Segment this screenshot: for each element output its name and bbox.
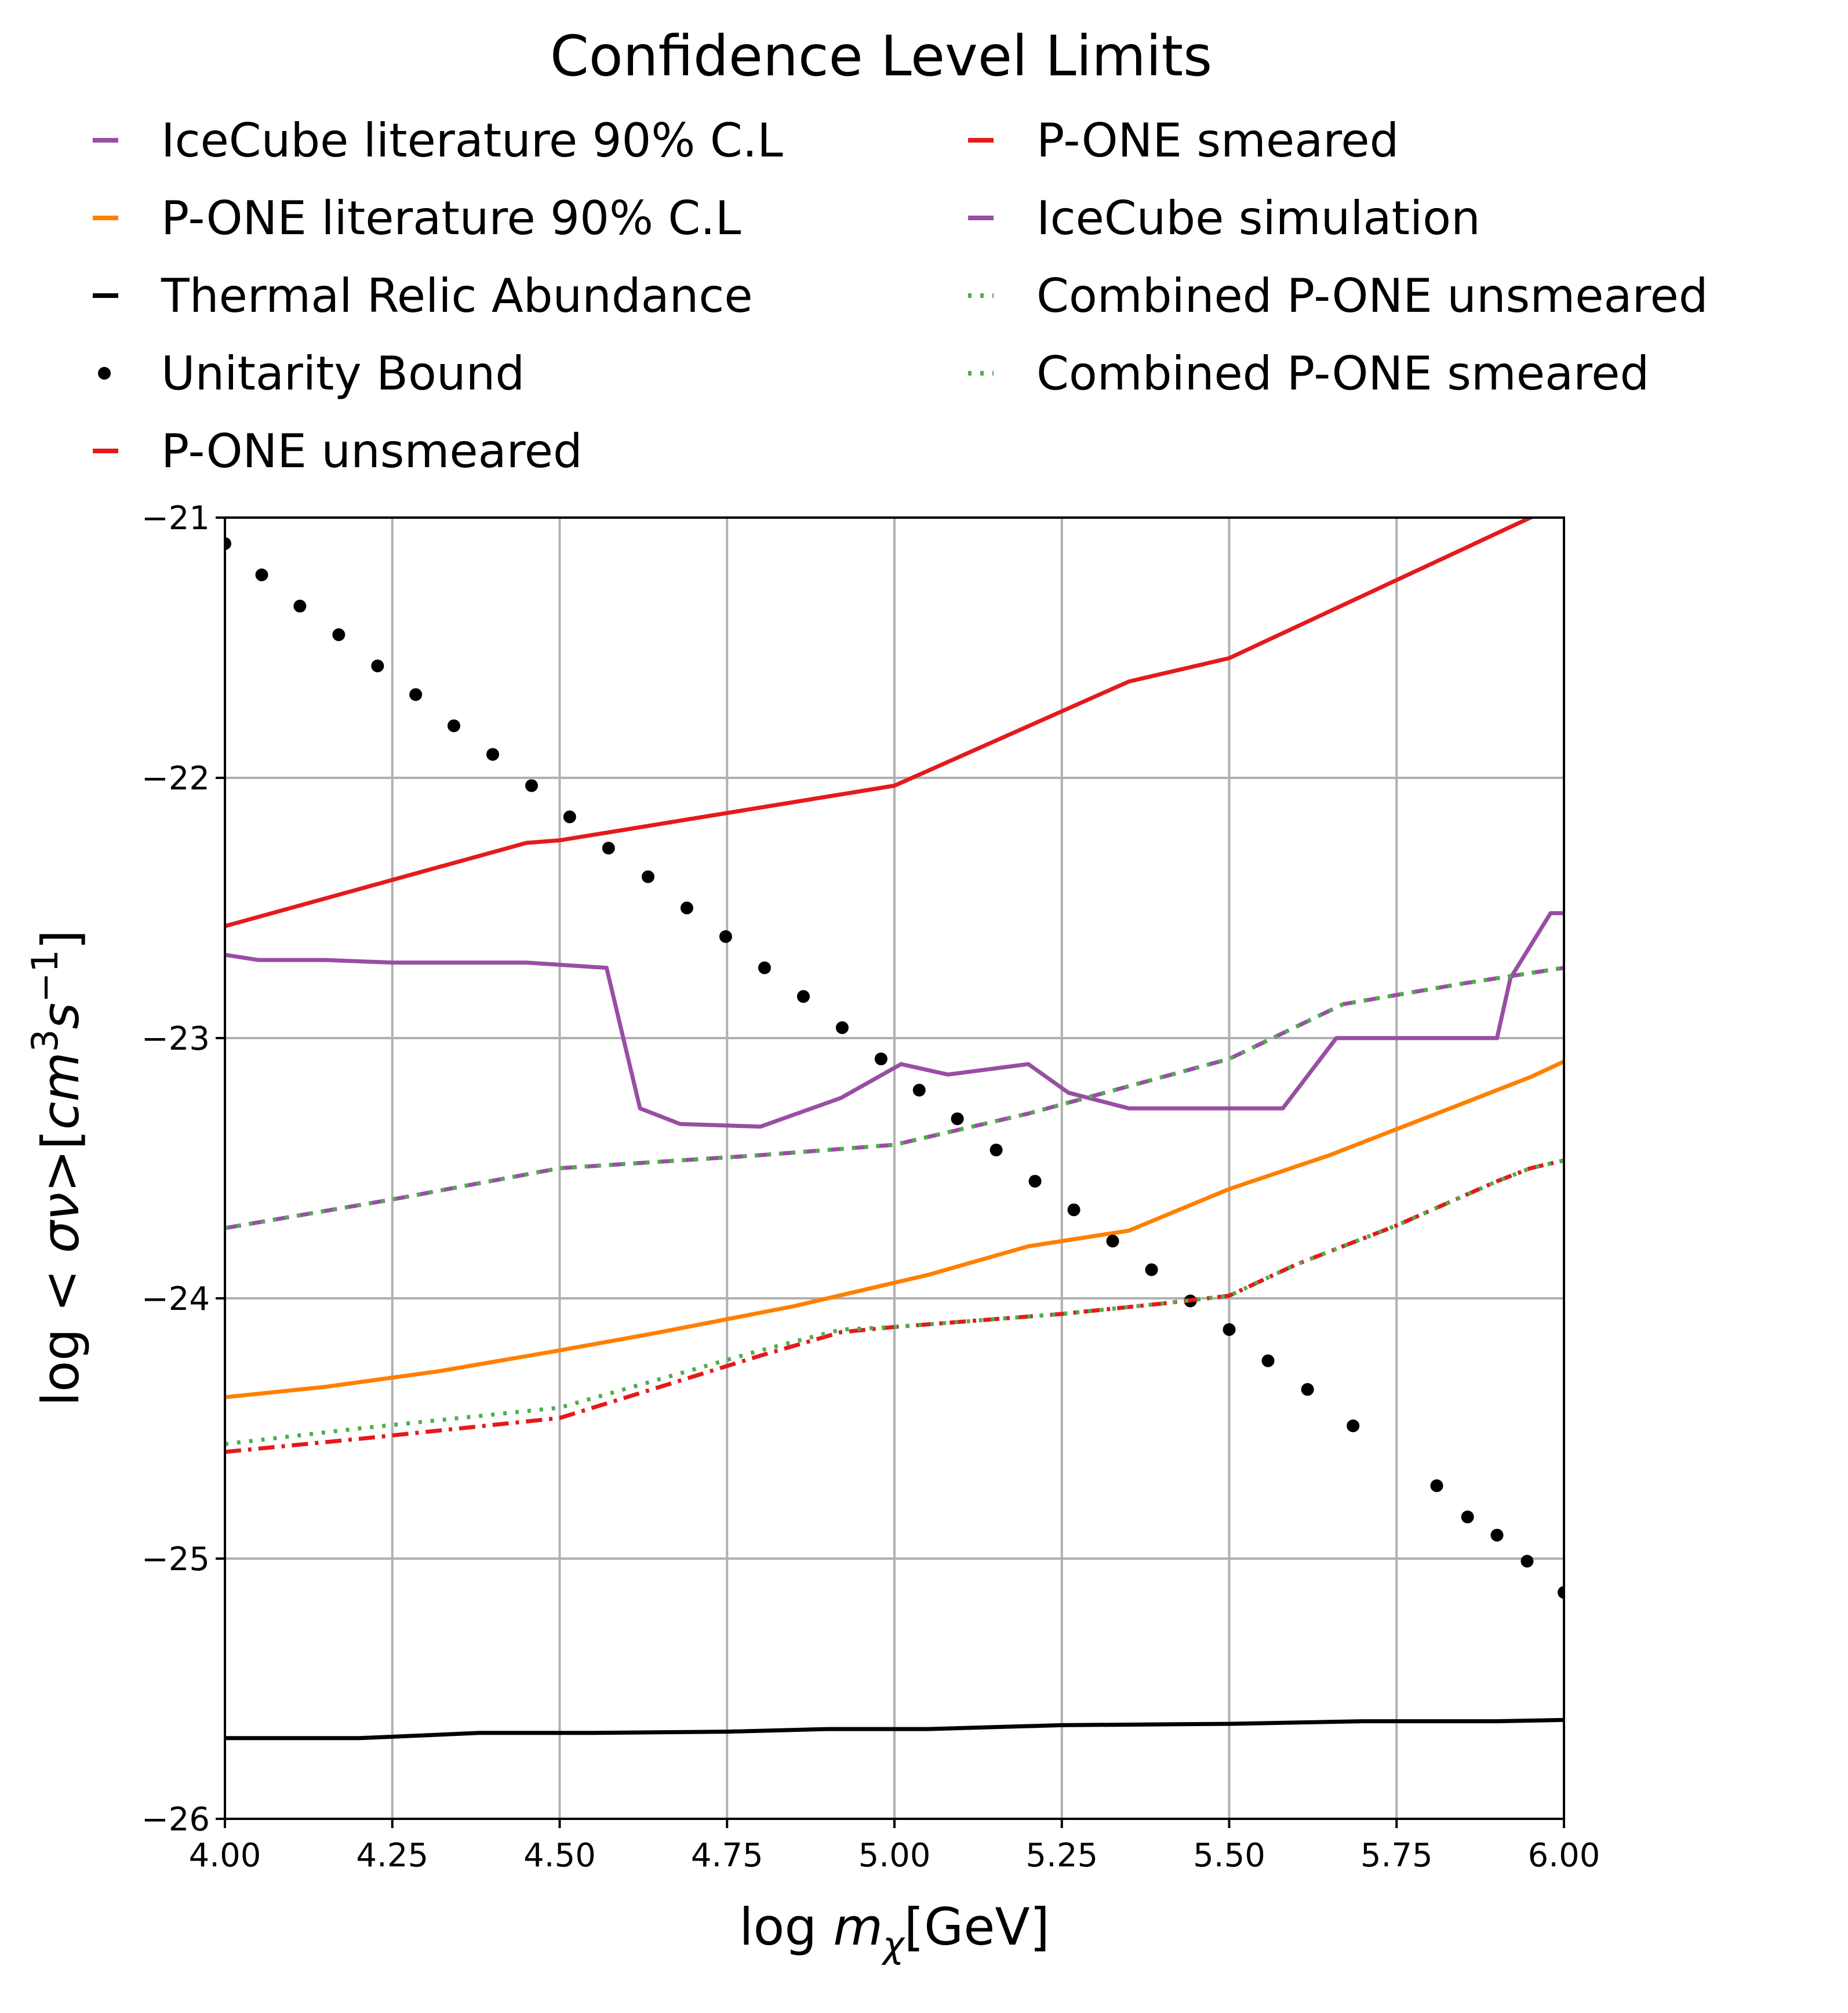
- data-point: [602, 842, 615, 855]
- series-line-2: [225, 1060, 1564, 1400]
- data-point: [1430, 1479, 1443, 1493]
- legend: IceCube literature 90% C.L P-ONE literatu…: [93, 114, 1708, 478]
- y-axis-label: log < σν>[cm3s−1]: [24, 930, 90, 1406]
- x-tick-label: 5.25: [1025, 1837, 1098, 1874]
- y-tick-label: −25: [141, 1541, 210, 1578]
- data-point: [563, 810, 576, 824]
- data-point: [874, 1052, 887, 1065]
- data-point: [951, 1112, 964, 1126]
- data-point: [332, 628, 345, 642]
- data-point: [448, 719, 461, 733]
- series-group: [225, 518, 1564, 1741]
- x-tick-label: 5.75: [1360, 1837, 1433, 1874]
- data-point: [255, 568, 268, 581]
- legend-label: P-ONE unsmeared: [161, 424, 583, 478]
- x-tick-label: 5.50: [1193, 1837, 1265, 1874]
- series-line-3: [225, 1717, 1564, 1741]
- data-point: [1028, 1174, 1042, 1188]
- data-point: [1067, 1203, 1081, 1217]
- y-tick-label: −22: [141, 760, 210, 798]
- legend-entry: P-ONE smeared: [968, 114, 1399, 168]
- data-point: [1520, 1555, 1534, 1568]
- data-point: [990, 1144, 1003, 1157]
- legend-label: P-ONE smeared: [1036, 114, 1399, 168]
- data-point: [1558, 1586, 1564, 1599]
- y-tick-label: −24: [141, 1280, 210, 1318]
- x-tick-label: 6.00: [1528, 1837, 1600, 1874]
- legend-entry: P-ONE literature 90% C.L: [93, 191, 741, 245]
- legend-entry: IceCube literature 90% C.L: [93, 114, 783, 168]
- chart-title: Confidence Level Limits: [550, 24, 1212, 89]
- y-ticks: −21 −22 −23 −24 −25 −26: [141, 500, 225, 1839]
- data-point: [525, 779, 538, 792]
- data-point: [1261, 1354, 1275, 1367]
- series-line-1: [225, 911, 1564, 1129]
- data-point: [1223, 1323, 1236, 1336]
- x-tick-label: 4.25: [356, 1837, 428, 1874]
- data-point: [409, 688, 423, 701]
- legend-label: Combined P-ONE smeared: [1036, 347, 1649, 401]
- legend-label: Unitarity Bound: [161, 347, 525, 401]
- y-tick-label: −23: [141, 1020, 210, 1058]
- series-line-5: [225, 1158, 1564, 1454]
- data-point: [1461, 1510, 1474, 1524]
- x-tick-label: 4.50: [523, 1837, 596, 1874]
- data-point: [293, 599, 307, 613]
- legend-label: Combined P-ONE unsmeared: [1036, 269, 1708, 323]
- data-point: [1145, 1263, 1158, 1276]
- legend-entry: Combined P-ONE unsmeared: [968, 269, 1708, 323]
- legend-label: Thermal Relic Abundance: [161, 269, 753, 323]
- legend-label: IceCube simulation: [1036, 191, 1480, 245]
- data-point: [1490, 1528, 1504, 1542]
- data-point: [486, 748, 499, 761]
- data-point: [641, 870, 654, 883]
- x-tick-label: 5.00: [858, 1837, 931, 1874]
- data-point: [719, 930, 732, 943]
- data-point: [1106, 1235, 1119, 1248]
- data-point: [1347, 1419, 1360, 1433]
- legend-label: IceCube literature 90% C.L: [161, 114, 783, 168]
- legend-entry: IceCube simulation: [968, 191, 1480, 245]
- legend-marker: [98, 367, 111, 380]
- legend-entry: Combined P-ONE smeared: [968, 347, 1649, 401]
- y-tick-label: −21: [141, 500, 210, 537]
- x-tick-label: 4.75: [691, 1837, 763, 1874]
- data-point: [912, 1083, 926, 1097]
- legend-label: P-ONE literature 90% C.L: [161, 191, 741, 245]
- data-point: [680, 901, 693, 915]
- legend-entry: Unitarity Bound: [98, 347, 525, 401]
- data-point: [835, 1021, 849, 1035]
- data-point: [758, 961, 771, 974]
- legend-entry: P-ONE unsmeared: [93, 424, 583, 478]
- x-tick-label: 4.00: [189, 1837, 261, 1874]
- data-point: [225, 537, 231, 550]
- series-line-8: [225, 966, 1564, 1231]
- data-point: [796, 990, 810, 1003]
- series-unitarity-bound: [225, 537, 1564, 1599]
- data-point: [371, 659, 384, 672]
- data-point: [1301, 1383, 1314, 1396]
- x-ticks: 4.00 4.25 4.50 4.75 5.00 5.25 5.50 5.75 6.00: [189, 1819, 1600, 1874]
- series-line-6: [225, 518, 1536, 929]
- y-tick-label: −26: [141, 1801, 210, 1839]
- legend-entry: Thermal Relic Abundance: [93, 269, 753, 323]
